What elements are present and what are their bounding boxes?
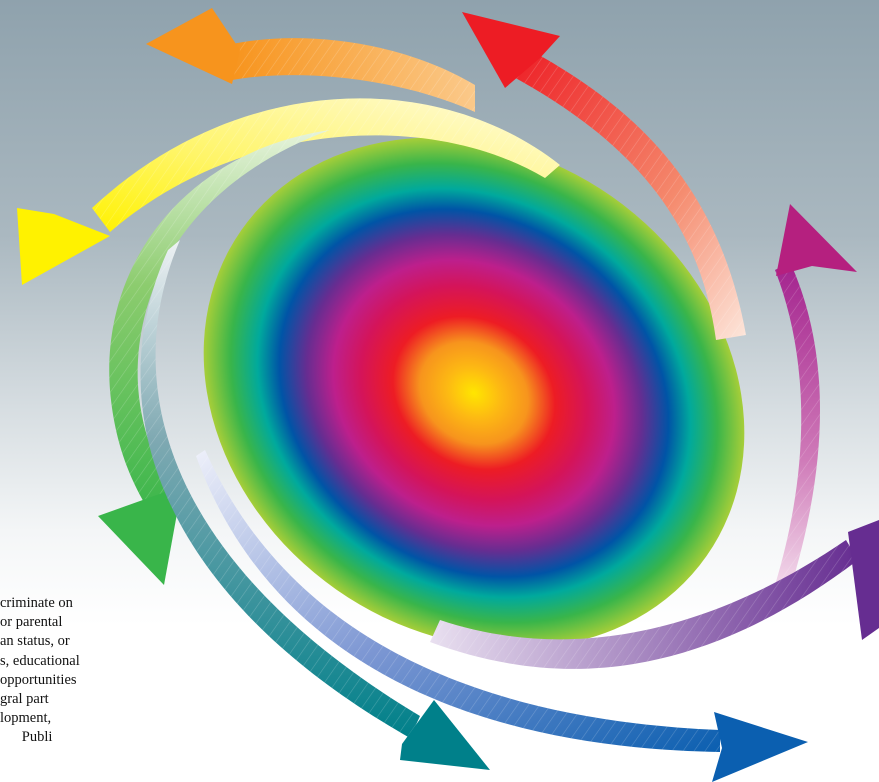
purple-arrow-icon xyxy=(430,520,879,669)
text-line: gral part xyxy=(0,691,49,708)
text-line: or parental xyxy=(0,614,63,631)
yellow-arrow-icon xyxy=(17,98,560,285)
green-arrow-icon xyxy=(98,130,330,585)
blue-arrow-icon xyxy=(196,450,808,782)
teal-arrow-icon xyxy=(140,240,490,770)
orange-arrow-icon xyxy=(146,8,475,113)
rainbow-orb xyxy=(203,137,745,649)
red-arrow-icon xyxy=(462,12,746,340)
text-line: opportunities xyxy=(0,671,77,688)
magenta-arrow-icon xyxy=(775,204,857,590)
text-line: criminate on xyxy=(0,595,73,611)
text-line: s, educational xyxy=(0,652,80,669)
text-line: Publi xyxy=(0,729,53,746)
text-line: an status, or xyxy=(0,633,70,650)
truncated-policy-text: criminate on or parental an status, or s, e… xyxy=(0,594,240,782)
text-line: lopment, xyxy=(0,710,52,727)
